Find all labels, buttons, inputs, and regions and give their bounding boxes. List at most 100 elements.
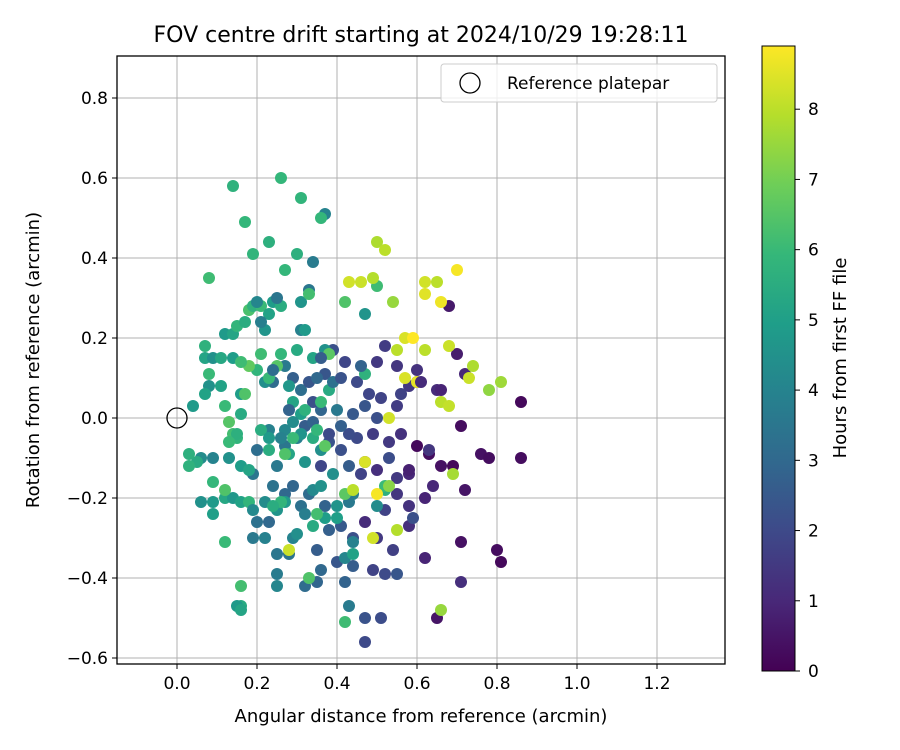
- data-point: [435, 460, 447, 472]
- data-point: [247, 248, 259, 260]
- data-point: [383, 480, 395, 492]
- data-point: [303, 572, 315, 584]
- data-point: [367, 428, 379, 440]
- data-point: [371, 464, 383, 476]
- data-point: [363, 388, 375, 400]
- data-point: [315, 564, 327, 576]
- data-point: [483, 452, 495, 464]
- data-point: [347, 548, 359, 560]
- x-tick-label: 0.4: [323, 674, 350, 694]
- data-point: [203, 272, 215, 284]
- data-point: [287, 432, 299, 444]
- data-point: [367, 532, 379, 544]
- data-point: [259, 532, 271, 544]
- data-point: [391, 360, 403, 372]
- data-point: [235, 408, 247, 420]
- data-point: [395, 388, 407, 400]
- data-point: [271, 580, 283, 592]
- y-tick-label: −0.4: [67, 569, 108, 589]
- data-point: [343, 428, 355, 440]
- data-point: [383, 412, 395, 424]
- data-point: [391, 524, 403, 536]
- data-point: [315, 460, 327, 472]
- data-point: [223, 416, 235, 428]
- data-point: [235, 604, 247, 616]
- data-point: [219, 536, 231, 548]
- data-point: [315, 352, 327, 364]
- data-point: [319, 440, 331, 452]
- data-point: [387, 296, 399, 308]
- x-axis-ticks: 0.0 0.2 0.4 0.6 0.8 1.0 1.2: [163, 664, 671, 694]
- colorbar-tick-label: 0: [808, 662, 819, 682]
- data-point: [199, 340, 211, 352]
- data-point: [271, 548, 283, 560]
- data-point: [359, 456, 371, 468]
- data-point: [359, 400, 371, 412]
- data-point: [351, 376, 363, 388]
- data-point: [411, 364, 423, 376]
- data-point: [267, 364, 279, 376]
- data-point: [215, 352, 227, 364]
- x-tick-label: 0.0: [163, 674, 190, 694]
- data-point: [315, 396, 327, 408]
- data-point: [367, 272, 379, 284]
- data-point: [427, 480, 439, 492]
- data-point: [183, 460, 195, 472]
- x-tick-label: 0.2: [243, 674, 270, 694]
- data-point: [271, 568, 283, 580]
- data-point: [263, 516, 275, 528]
- data-point: [315, 212, 327, 224]
- data-point: [339, 616, 351, 628]
- data-point: [207, 508, 219, 520]
- legend-box: [440, 63, 718, 103]
- data-point: [383, 436, 395, 448]
- data-point: [279, 448, 291, 460]
- data-point: [283, 404, 295, 416]
- data-point: [483, 384, 495, 396]
- data-point: [283, 380, 295, 392]
- data-point: [187, 400, 199, 412]
- data-point: [247, 532, 259, 544]
- data-point: [419, 492, 431, 504]
- data-point: [343, 600, 355, 612]
- data-point: [271, 460, 283, 472]
- x-tick-label: 0.8: [483, 674, 510, 694]
- data-point: [451, 348, 463, 360]
- colorbar-tick-label: 3: [808, 451, 819, 471]
- data-point: [279, 264, 291, 276]
- x-tick-label: 1.2: [643, 674, 670, 694]
- data-point: [371, 488, 383, 500]
- data-point: [407, 512, 419, 524]
- colorbar-tick-label: 6: [808, 241, 819, 261]
- data-point: [379, 340, 391, 352]
- data-point: [291, 248, 303, 260]
- data-point: [335, 420, 347, 432]
- data-point: [371, 500, 383, 512]
- data-point: [375, 612, 387, 624]
- data-point: [263, 308, 275, 320]
- data-point: [331, 512, 343, 524]
- data-point: [491, 544, 503, 556]
- data-point: [299, 456, 311, 468]
- data-point: [339, 296, 351, 308]
- colorbar-ticks: 0 1 2 3 4 5 6 7 8: [795, 100, 819, 682]
- y-axis-label: Rotation from reference (arcmin): [23, 212, 44, 508]
- y-axis-ticks: −0.6 −0.4 −0.2 0.0 0.2 0.4 0.6 0.8: [67, 89, 117, 669]
- data-point: [443, 340, 455, 352]
- data-point: [463, 372, 475, 384]
- y-tick-label: 0.4: [81, 249, 108, 269]
- data-point: [295, 384, 307, 396]
- data-point: [443, 400, 455, 412]
- data-point: [391, 568, 403, 580]
- legend-label: Reference platepar: [507, 74, 669, 94]
- data-point: [371, 236, 383, 248]
- chart-title: FOV centre drift starting at 2024/10/29 …: [154, 23, 689, 48]
- data-point: [239, 316, 251, 328]
- data-point: [239, 388, 251, 400]
- data-point: [455, 576, 467, 588]
- data-point: [399, 372, 411, 384]
- data-point: [251, 296, 263, 308]
- data-point: [267, 480, 279, 492]
- data-point: [275, 432, 287, 444]
- data-point: [419, 344, 431, 356]
